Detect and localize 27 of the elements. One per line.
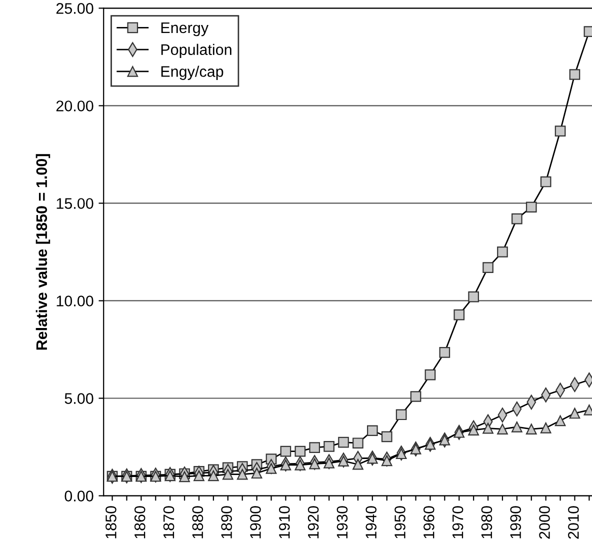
y-tick-label: 20.00: [56, 100, 94, 112]
x-tick-label: 1860: [134, 506, 146, 538]
x-tick-label: 1940: [366, 506, 377, 538]
y-tick-label: 5.00: [64, 393, 94, 404]
legend-label: Engy/cap: [161, 66, 224, 80]
x-tick-label: 1950: [394, 506, 406, 538]
legend-label: Energy: [161, 22, 209, 36]
x-tick-label: 1990: [510, 506, 522, 538]
y-tick-label: 15.00: [56, 198, 94, 209]
x-tick-label: 1880: [192, 506, 204, 538]
x-tick-label: 2000: [539, 506, 550, 539]
x-tick-label: 1900: [250, 506, 261, 538]
x-tick-label: 1910: [278, 506, 290, 538]
y-tick-label: 25.00: [56, 3, 94, 14]
legend-label: Population: [161, 44, 232, 58]
x-tick-label: 1930: [336, 506, 348, 538]
x-tick-label: 1980: [481, 506, 492, 538]
x-tick-label: 1850: [106, 506, 116, 538]
y-tick-label: 10.00: [56, 296, 94, 306]
x-tick-label: 1870: [163, 506, 174, 538]
x-tick-label: 2010: [568, 506, 579, 539]
x-tick-label: 1960: [423, 506, 434, 538]
y-axis-title: Relative value [1850 = 1.00]: [36, 154, 50, 350]
x-tick-label: 1970: [452, 506, 464, 538]
x-tick-label: 1890: [221, 506, 232, 538]
x-tick-label: 1920: [308, 506, 319, 538]
y-tick-label: 0.00: [64, 490, 94, 502]
